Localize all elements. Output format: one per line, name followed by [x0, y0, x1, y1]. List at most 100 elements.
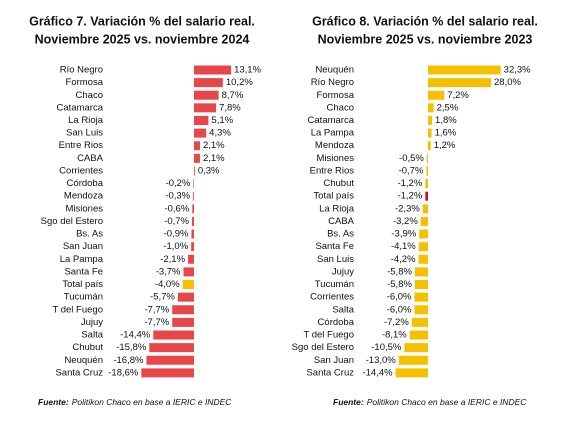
bar	[428, 103, 434, 113]
category-label: Entre Rios	[310, 165, 355, 176]
category-label: Chubut	[72, 342, 103, 353]
bar	[411, 317, 428, 327]
bar	[414, 267, 428, 277]
value-label: -0,2%	[166, 178, 191, 189]
value-label: -10,5%	[371, 342, 402, 353]
category-label: San Juan	[314, 355, 354, 366]
value-label: -3,7%	[156, 266, 181, 277]
source-note: Fuente: Politikon Chaco en base a IERIC e…	[333, 397, 527, 407]
bar	[398, 355, 428, 365]
value-label: -15,8%	[116, 342, 147, 353]
bar	[191, 229, 194, 239]
category-label: Total país	[62, 279, 103, 290]
value-label: -6,0%	[387, 304, 412, 315]
category-label: Jujuy	[81, 317, 103, 328]
value-label: -6,0%	[387, 292, 412, 303]
category-label: Salta	[332, 304, 354, 315]
value-label: 2,1%	[203, 140, 225, 151]
source-text: Politikon Chaco en base a IERIC e INDEC	[367, 397, 528, 407]
category-label: Santa Fe	[64, 266, 103, 277]
value-label: -0,5%	[399, 153, 424, 164]
value-label: -7,2%	[384, 317, 409, 328]
category-label: San Luis	[317, 254, 354, 265]
bar	[404, 343, 428, 353]
category-label: Bs. As	[76, 229, 103, 240]
bar	[193, 191, 194, 201]
category-label: San Juan	[63, 241, 103, 252]
bar	[414, 280, 428, 290]
category-label: Chaco	[327, 102, 354, 113]
bar	[419, 229, 428, 239]
bar	[182, 280, 194, 290]
value-label: 0,3%	[198, 165, 220, 176]
value-label: 28,0%	[494, 77, 521, 88]
category-label: Mendoza	[64, 191, 104, 202]
bar	[194, 90, 219, 100]
value-label: -2,3%	[395, 203, 420, 214]
value-label: -16,8%	[113, 355, 144, 366]
value-label: 32,3%	[504, 65, 531, 76]
bar	[183, 267, 194, 277]
value-label: -4,2%	[391, 254, 416, 265]
value-label: 7,2%	[447, 90, 469, 101]
category-label: Santa Cruz	[306, 367, 354, 378]
bar	[194, 65, 232, 75]
value-label: -1,2%	[397, 191, 422, 202]
source-text: Politikon Chaco en base a IERIC e INDEC	[72, 397, 233, 407]
category-label: Entre Rios	[59, 140, 104, 151]
bar	[395, 368, 428, 378]
bar	[428, 115, 433, 125]
category-label: Bs. As	[327, 229, 354, 240]
category-label: Misiones	[317, 153, 355, 164]
bar	[426, 153, 428, 163]
value-label: 7,8%	[219, 102, 241, 113]
bar	[194, 153, 200, 163]
bar	[177, 292, 194, 302]
bar	[149, 343, 194, 353]
value-label: -0,9%	[164, 229, 189, 240]
bar	[194, 115, 209, 125]
value-label: -0,7%	[164, 216, 189, 227]
category-label: Salta	[81, 330, 103, 341]
category-label: La Pampa	[60, 254, 104, 265]
value-label: -14,4%	[362, 367, 393, 378]
category-label: Santa Cruz	[55, 367, 103, 378]
category-label: Sgo del Estero	[292, 342, 354, 353]
category-label: T del Fuego	[303, 330, 354, 341]
bar	[194, 128, 207, 138]
source-label: Fuente:	[333, 397, 364, 407]
bar	[425, 179, 428, 189]
bar	[426, 166, 428, 176]
bar	[192, 216, 194, 226]
value-label: 1,2%	[434, 140, 456, 151]
category-label: Córdoba	[318, 317, 355, 328]
chart-title: Gráfico 7. Variación % del salario real.	[29, 14, 255, 28]
bar	[141, 368, 194, 378]
category-label: La Pampa	[311, 128, 355, 139]
category-label: Chubut	[323, 178, 354, 189]
value-label: 4,3%	[209, 128, 231, 139]
value-label: -0,3%	[165, 191, 190, 202]
category-label: La Rioja	[319, 203, 355, 214]
bar	[414, 305, 428, 315]
value-label: -13,0%	[366, 355, 397, 366]
bar	[194, 141, 200, 151]
bar	[194, 166, 195, 176]
bar	[146, 355, 194, 365]
bar	[422, 204, 428, 214]
bar	[193, 179, 194, 189]
bar	[420, 216, 428, 226]
chart-subtitle: Noviembre 2025 vs. noviembre 2024	[35, 32, 250, 46]
bar	[414, 292, 428, 302]
value-label: -2,1%	[160, 254, 185, 265]
category-label: Total país	[313, 191, 354, 202]
value-label: -0,6%	[164, 203, 189, 214]
category-label: Neuquén	[64, 355, 103, 366]
chart-title: Gráfico 8. Variación % del salario real.	[312, 14, 538, 28]
value-label: -1,0%	[163, 241, 188, 252]
category-label: Catamarca	[57, 102, 104, 113]
bar	[194, 103, 217, 113]
category-label: Misiones	[66, 203, 104, 214]
category-label: Formosa	[66, 77, 104, 88]
bar	[409, 330, 428, 340]
